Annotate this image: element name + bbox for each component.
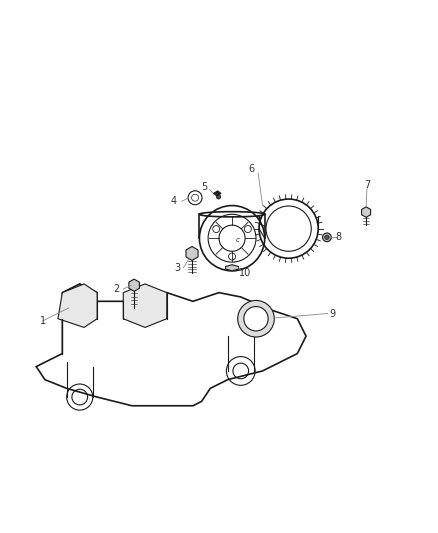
Ellipse shape xyxy=(199,212,265,217)
Polygon shape xyxy=(213,191,221,196)
Polygon shape xyxy=(58,284,97,327)
Circle shape xyxy=(322,233,331,241)
Circle shape xyxy=(216,195,221,199)
Text: 8: 8 xyxy=(336,232,342,242)
Circle shape xyxy=(244,306,268,331)
Text: 1: 1 xyxy=(40,316,46,326)
Polygon shape xyxy=(226,265,239,271)
Text: 3: 3 xyxy=(175,263,181,273)
Text: 4: 4 xyxy=(170,196,177,206)
Circle shape xyxy=(325,235,329,239)
Text: 5: 5 xyxy=(201,182,208,192)
Text: 10: 10 xyxy=(239,268,251,278)
Polygon shape xyxy=(129,279,139,292)
Circle shape xyxy=(238,301,274,337)
Polygon shape xyxy=(123,284,167,327)
Polygon shape xyxy=(186,246,198,261)
Text: 7: 7 xyxy=(364,180,370,190)
Polygon shape xyxy=(36,284,306,406)
Text: c: c xyxy=(235,237,239,244)
Text: 9: 9 xyxy=(329,309,335,319)
Text: 2: 2 xyxy=(113,284,120,294)
Text: 6: 6 xyxy=(249,164,255,174)
Polygon shape xyxy=(362,207,371,217)
